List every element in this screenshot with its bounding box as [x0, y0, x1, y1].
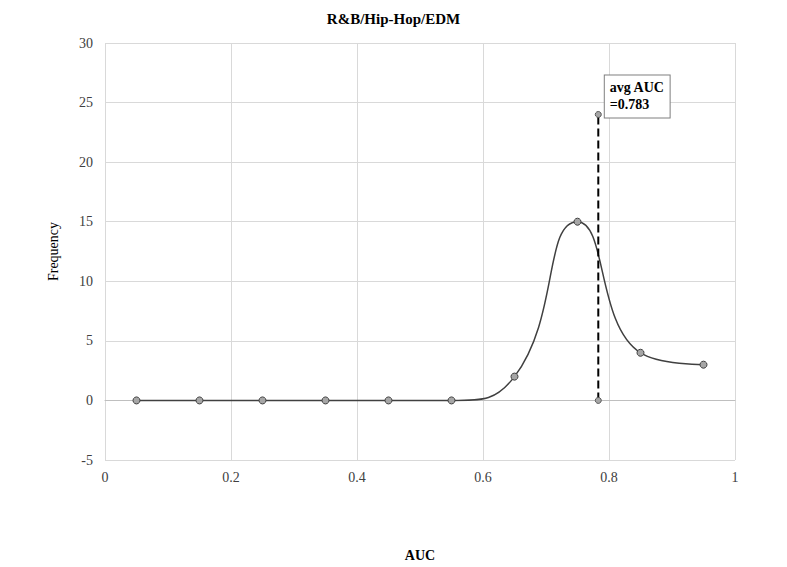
svg-text:0: 0: [86, 393, 93, 408]
svg-text:Frequency: Frequency: [46, 222, 61, 281]
svg-text:0.6: 0.6: [474, 470, 492, 485]
svg-text:R&B/Hip-Hop/EDM: R&B/Hip-Hop/EDM: [327, 11, 460, 27]
svg-text:-5: -5: [81, 453, 93, 468]
svg-text:5: 5: [86, 333, 93, 348]
svg-text:avg AUC: avg AUC: [610, 80, 664, 95]
svg-text:0.8: 0.8: [600, 470, 618, 485]
svg-text:30: 30: [79, 36, 93, 51]
svg-text:0.2: 0.2: [222, 470, 240, 485]
svg-text:=0.783: =0.783: [610, 97, 649, 112]
svg-text:1: 1: [732, 470, 739, 485]
svg-text:0: 0: [102, 470, 109, 485]
svg-text:10: 10: [79, 274, 93, 289]
svg-text:20: 20: [79, 155, 93, 170]
svg-text:0.4: 0.4: [348, 470, 366, 485]
svg-text:15: 15: [79, 214, 93, 229]
svg-text:AUC: AUC: [405, 548, 435, 563]
svg-text:25: 25: [79, 95, 93, 110]
